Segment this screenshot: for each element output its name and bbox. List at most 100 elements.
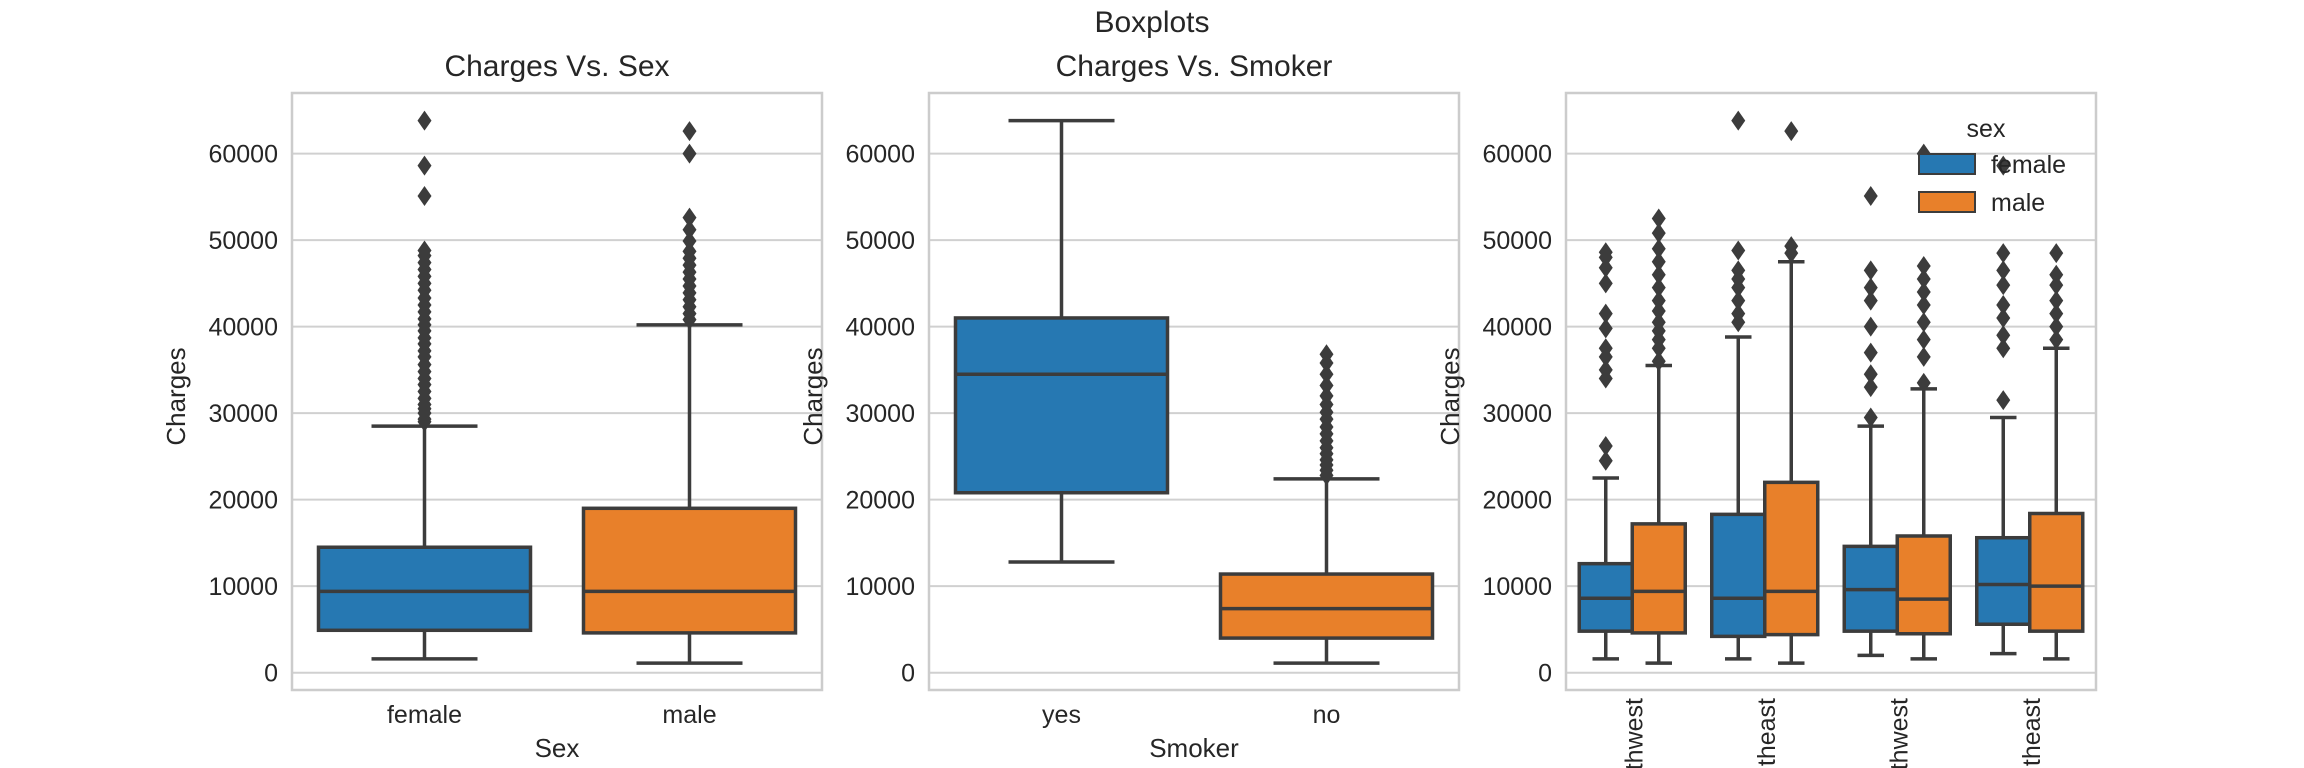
outlier-marker <box>1598 318 1613 339</box>
outlier-marker <box>1651 301 1666 322</box>
x-tick-label: theast <box>1753 698 1781 766</box>
y-axis-label: Charges <box>798 347 828 445</box>
outlier-marker <box>1651 238 1666 259</box>
box-iqr <box>953 316 1170 495</box>
figure-suptitle: Boxplots <box>1094 6 1210 39</box>
y-tick-label: 20000 <box>208 487 278 515</box>
x-tick-label: thwest <box>1620 698 1648 768</box>
outlier-marker <box>1598 436 1613 457</box>
y-tick-label: 30000 <box>1482 400 1552 428</box>
outlier-marker <box>2049 316 2064 337</box>
y-tick-label: 20000 <box>1482 487 1552 515</box>
outlier-marker <box>1996 338 2011 359</box>
outlier-marker <box>1863 316 1878 337</box>
y-tick-label: 60000 <box>845 141 915 169</box>
outlier-marker <box>682 207 697 228</box>
box-iqr <box>1975 535 2032 626</box>
outlier-marker <box>2049 275 2064 296</box>
outlier-marker <box>1731 290 1746 311</box>
outlier-marker <box>1916 312 1931 333</box>
y-tick-label: 40000 <box>1482 314 1552 342</box>
outlier-marker <box>1651 290 1666 311</box>
outlier-marker <box>1996 325 2011 346</box>
outlier-marker <box>682 219 697 240</box>
outlier-marker <box>1598 257 1613 278</box>
outlier-marker <box>1598 303 1613 324</box>
outlier-marker <box>1916 372 1931 393</box>
outlier-marker <box>1863 277 1878 298</box>
outlier-marker <box>1784 236 1799 257</box>
outlier-marker <box>1916 294 1931 315</box>
outlier-marker <box>1651 312 1666 333</box>
outlier-marker <box>1598 450 1613 471</box>
y-tick-label: 50000 <box>1482 227 1552 255</box>
outlier-marker <box>417 240 432 261</box>
outlier-marker <box>1916 346 1931 367</box>
y-tick-label: 30000 <box>208 400 278 428</box>
outlier-marker <box>1651 351 1666 372</box>
outlier-marker <box>417 155 432 176</box>
outlier-marker <box>682 230 697 251</box>
x-tick-label: thwest <box>1885 698 1913 768</box>
outlier-marker <box>1863 407 1878 428</box>
outlier-marker <box>1916 256 1931 277</box>
plot-frame <box>1564 91 2098 692</box>
outlier-marker <box>1651 251 1666 272</box>
box-iqr <box>581 506 798 635</box>
outlier-marker <box>1598 359 1613 380</box>
outlier-marker <box>1863 364 1878 385</box>
outlier-marker <box>682 143 697 164</box>
outlier-marker <box>1319 364 1334 385</box>
outlier-marker <box>1319 375 1334 396</box>
outlier-marker <box>1651 223 1666 244</box>
y-tick-label: 0 <box>264 660 278 688</box>
y-tick-label: 60000 <box>208 141 278 169</box>
outlier-marker <box>1651 264 1666 285</box>
legend-label: male <box>1991 189 2045 217</box>
outlier-marker <box>1996 390 2011 411</box>
x-axis-label: Smoker <box>1149 733 1239 763</box>
box-iqr <box>1218 572 1435 640</box>
outlier-marker <box>682 121 697 142</box>
outlier-marker <box>1731 240 1746 261</box>
outlier-marker <box>1319 344 1334 365</box>
outlier-marker <box>1916 269 1931 290</box>
box-iqr <box>1763 480 1820 637</box>
outlier-marker <box>1996 294 2011 315</box>
x-axis-label: Sex <box>535 733 580 763</box>
plot-frame <box>927 91 1461 692</box>
x-tick-label: theast <box>2018 698 2046 766</box>
legend-swatch <box>1918 191 1976 213</box>
outlier-marker <box>1996 275 2011 296</box>
y-tick-label: 0 <box>901 660 915 688</box>
outlier-marker <box>2049 264 2064 285</box>
outlier-marker <box>2049 290 2064 311</box>
y-tick-label: 10000 <box>208 573 278 601</box>
outlier-marker <box>1916 329 1931 350</box>
box-iqr <box>1710 512 1767 639</box>
outlier-marker <box>1598 242 1613 263</box>
box-iqr <box>316 545 533 633</box>
legend-label: female <box>1991 151 2066 179</box>
y-tick-label: 10000 <box>845 573 915 601</box>
y-tick-label: 40000 <box>208 314 278 342</box>
outlier-marker <box>2049 243 2064 264</box>
y-tick-label: 10000 <box>1482 573 1552 601</box>
outlier-marker <box>682 241 697 262</box>
x-tick-label: female <box>387 701 462 729</box>
outlier-marker <box>1863 377 1878 398</box>
outlier-marker <box>2049 329 2064 350</box>
x-tick-label: yes <box>1042 701 1081 729</box>
y-tick-label: 50000 <box>845 227 915 255</box>
box-iqr <box>1895 534 1952 636</box>
outlier-marker <box>1319 385 1334 406</box>
outlier-marker <box>1863 342 1878 363</box>
outlier-marker <box>1996 155 2011 176</box>
y-tick-label: 50000 <box>208 227 278 255</box>
panel-title: Charges Vs. Sex <box>444 50 669 83</box>
y-tick-label: 20000 <box>845 487 915 515</box>
y-tick-label: 30000 <box>845 400 915 428</box>
legend-swatch <box>1918 153 1976 175</box>
outlier-marker <box>1996 307 2011 328</box>
